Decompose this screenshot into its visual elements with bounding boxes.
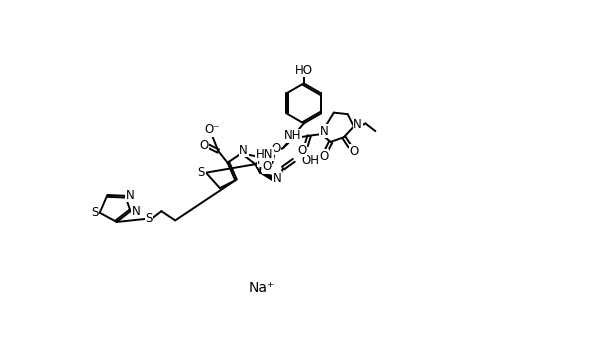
Text: O: O	[297, 144, 307, 157]
Text: NH: NH	[284, 129, 301, 142]
Text: O: O	[319, 150, 328, 163]
Text: H: H	[257, 156, 266, 166]
Text: N: N	[126, 188, 134, 201]
Text: O: O	[349, 145, 358, 158]
Polygon shape	[260, 173, 274, 180]
Text: N: N	[132, 205, 140, 218]
Text: OH: OH	[302, 154, 320, 167]
Text: N: N	[239, 144, 248, 157]
Text: N: N	[319, 125, 328, 138]
Text: O: O	[272, 142, 281, 155]
Text: Na⁺: Na⁺	[248, 281, 275, 295]
Text: N: N	[353, 118, 362, 131]
Text: N: N	[272, 171, 281, 184]
Text: O⁻: O⁻	[204, 123, 220, 136]
Text: HN: HN	[256, 148, 273, 161]
Text: O: O	[262, 160, 272, 173]
Text: S: S	[91, 206, 99, 219]
Text: S: S	[145, 212, 153, 225]
Text: O: O	[199, 139, 209, 152]
Text: S: S	[198, 166, 205, 179]
Text: HO: HO	[294, 64, 313, 77]
